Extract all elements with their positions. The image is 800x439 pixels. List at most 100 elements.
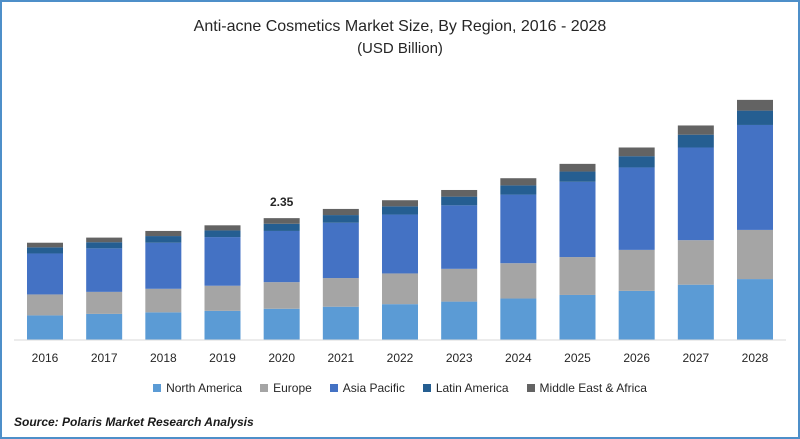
bar-segment-2020-4 [263,218,300,224]
legend: North America Europe Asia Pacific Latin Ame… [0,381,800,395]
legend-swatch [153,384,162,392]
bar-segment-2026-2 [618,167,655,250]
bar-segment-2021-3 [322,215,359,223]
x-tick-label: 2027 [682,351,709,365]
bar-segment-2023-4 [441,189,478,197]
bar-segment-2027-1 [677,240,714,285]
bar-segment-2021-2 [322,222,359,279]
x-tick-labels: 2016 2017 2018 2019 2020 2021 2022 2023 2024 2025… [32,351,769,365]
bar-segment-2017-0 [86,313,123,340]
bar-segment-2026-1 [618,249,655,291]
legend-swatch [422,384,431,392]
bar-segment-2019-1 [204,285,241,311]
bar-segment-2016-1 [27,294,63,316]
bar-segment-2024-2 [500,194,537,264]
bar-segment-2018-1 [145,288,182,313]
legend-item: Europe [260,381,312,395]
bar-segment-2022-4 [382,200,418,207]
bar-segment-2026-0 [618,290,655,340]
bar-segment-2017-3 [86,242,123,249]
x-tick-label: 2017 [91,351,118,365]
bar-segment-2017-2 [86,248,123,292]
bar-segment-2023-2 [441,205,478,269]
bar-segment-2016-3 [27,247,63,254]
bar-segment-2028-4 [737,99,773,111]
x-tick-label: 2023 [446,351,473,365]
chart-title: Anti-acne Cosmetics Market Size, By Regi… [193,18,607,35]
bar-segment-2028-1 [737,229,773,280]
bar-segment-2021-4 [322,208,359,216]
bar-segment-2025-1 [559,257,596,295]
bar-segment-2025-3 [559,171,596,182]
bar-segment-2018-2 [145,242,182,289]
legend-item: Middle East & Africa [526,381,647,395]
bar-segment-2017-4 [86,237,123,243]
bar-segment-2023-1 [441,268,478,302]
bar-segment-2025-2 [559,181,596,258]
bar-segment-2024-4 [500,178,537,186]
annotations-layer: 2.35 [270,195,294,209]
x-tick-label: 2028 [742,351,769,365]
bar-segment-2023-0 [441,301,478,340]
x-tick-label: 2024 [505,351,532,365]
bar-segment-2025-4 [559,163,596,172]
x-tick-label: 2026 [623,351,650,365]
bar-segment-2020-0 [263,308,300,340]
x-tick-label: 2021 [327,351,354,365]
legend-label: Latin America [435,381,509,395]
legend-item: North America [153,381,242,395]
bar-segment-2027-3 [677,134,714,148]
bar-segment-2027-0 [677,284,714,340]
bar-segment-2022-2 [382,214,418,274]
legend-swatch [329,384,338,392]
bar-segment-2019-0 [204,310,241,340]
bar-segment-2021-0 [322,306,359,340]
source-note: Source: Polaris Market Research Analysis [14,415,254,429]
bar-segment-2020-2 [263,230,300,283]
bar-segment-2027-4 [677,125,714,135]
bar-segment-2016-4 [27,242,63,248]
bars-layer [27,99,773,340]
bar-segment-2018-0 [145,312,182,340]
bar-segment-2021-1 [322,278,359,307]
x-tick-label: 2018 [150,351,177,365]
bar-segment-2018-4 [145,230,182,237]
x-tick-label: 2019 [209,351,236,365]
x-tick-label: 2022 [387,351,414,365]
bar-segment-2019-2 [204,237,241,286]
bar-segment-2028-2 [737,124,773,230]
bar-segment-2020-1 [263,282,300,309]
legend-label: Middle East & Africa [539,381,647,395]
bar-segment-2019-4 [204,225,241,231]
bar-segment-2027-2 [677,147,714,241]
chart-subtitle: (USD Billion) [357,40,443,57]
bar-segment-2019-3 [204,230,241,238]
bar-segment-2024-0 [500,298,537,340]
data-label: 2.35 [270,195,294,209]
x-tick-label: 2020 [268,351,295,365]
bar-segment-2016-0 [27,315,63,340]
bar-segment-2022-3 [382,206,418,215]
bar-segment-2023-3 [441,196,478,206]
bar-segment-2022-0 [382,304,418,340]
bar-segment-2016-2 [27,253,63,295]
bar-segment-2024-3 [500,185,537,195]
bar-segment-2022-1 [382,273,418,305]
legend-label: Asia Pacific [342,381,405,395]
bar-segment-2025-0 [559,294,596,340]
legend-item: Latin America [422,381,509,395]
bar-segment-2026-4 [618,147,655,157]
bar-segment-2020-3 [263,223,300,231]
bar-segment-2026-3 [618,156,655,168]
legend-item: Asia Pacific [329,381,405,395]
bar-segment-2028-3 [737,110,773,125]
x-tick-label: 2016 [32,351,59,365]
bar-segment-2028-0 [737,279,773,340]
bar-segment-2017-1 [86,291,123,314]
legend-label: Europe [273,381,312,395]
legend-label: North America [166,381,243,395]
bar-segment-2018-3 [145,236,182,243]
legend-swatch [526,384,535,392]
x-tick-label: 2025 [564,351,591,365]
